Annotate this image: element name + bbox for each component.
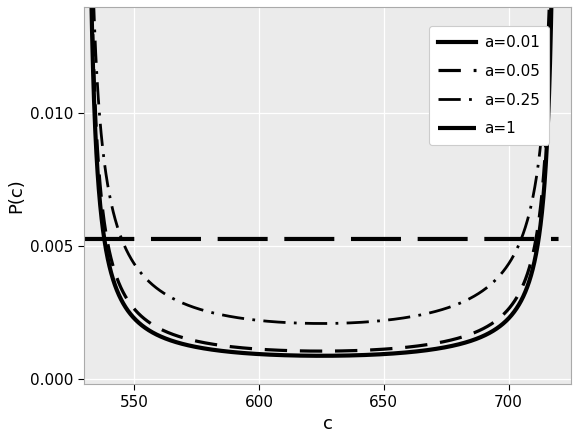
- a=0.05: [312, 348, 318, 354]
- a=0.05: [105, 245, 112, 250]
- Line: a=0.05: a=0.05: [84, 0, 558, 351]
- a=1: [541, 236, 548, 242]
- a=1: [555, 236, 562, 242]
- a=1: [542, 236, 549, 242]
- a=1: [312, 236, 318, 242]
- a=1: [454, 236, 461, 242]
- a=0.25: [454, 301, 461, 307]
- a=0.25: [542, 92, 549, 98]
- Y-axis label: P(c): P(c): [7, 178, 25, 213]
- a=0.25: [299, 321, 306, 326]
- a=0.01: [318, 353, 325, 359]
- a=0.01: [542, 177, 549, 182]
- a=0.25: [542, 89, 549, 94]
- a=0.01: [299, 353, 306, 358]
- a=0.05: [454, 336, 461, 341]
- a=1: [81, 236, 88, 242]
- a=0.25: [318, 321, 325, 326]
- a=0.01: [454, 342, 461, 347]
- a=0.01: [105, 260, 112, 265]
- a=1: [299, 236, 306, 242]
- Line: a=0.01: a=0.01: [84, 0, 558, 356]
- a=0.05: [542, 157, 549, 162]
- X-axis label: c: c: [323, 415, 332, 433]
- a=0.05: [542, 153, 549, 158]
- a=0.05: [299, 348, 306, 354]
- Legend: a=0.01, a=0.05, a=0.25, a=1: a=0.01, a=0.05, a=0.25, a=1: [429, 26, 549, 146]
- a=0.25: [105, 187, 112, 192]
- a=0.01: [312, 353, 318, 359]
- a=1: [105, 236, 112, 242]
- a=0.05: [318, 348, 325, 354]
- a=0.01: [542, 173, 549, 179]
- a=0.25: [312, 321, 318, 326]
- Line: a=0.25: a=0.25: [84, 0, 558, 323]
